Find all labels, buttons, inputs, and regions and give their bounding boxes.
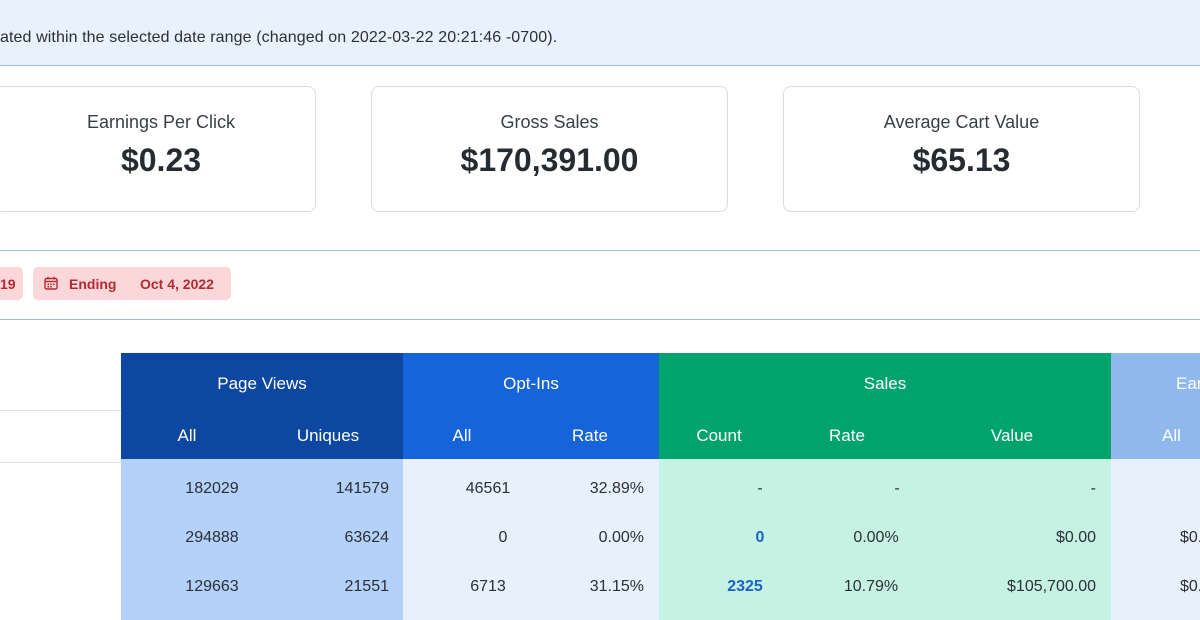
stat-value: $65.13 — [912, 142, 1011, 178]
subheader-earnings-all[interactable]: All — [1162, 426, 1181, 445]
table-cell: 21551 — [344, 578, 390, 595]
table-cell: $0.00 — [1055, 529, 1096, 546]
stat-value: $0.23 — [120, 142, 202, 178]
table-cell: $0. — [1180, 578, 1200, 595]
table-cell: 63624 — [344, 529, 390, 546]
earnings-body — [1111, 459, 1200, 620]
table-cell: - — [1090, 480, 1096, 497]
subheader-optins-all[interactable]: All — [452, 426, 472, 445]
subheader-sales-count[interactable]: Count — [696, 426, 742, 445]
table-cell: 129663 — [185, 578, 239, 595]
start-date-fragment: 19 — [0, 276, 16, 292]
group-header-optins: Opt-Ins — [503, 374, 559, 393]
subheader-pv-all[interactable]: All — [177, 426, 197, 445]
subheader-optins-rate[interactable]: Rate — [572, 426, 608, 445]
page-views-header — [121, 353, 403, 459]
page-views-body — [121, 459, 403, 620]
end-date-label: Ending — [69, 276, 117, 292]
row-divider — [0, 410, 121, 411]
start-date-chip[interactable]: 19 — [0, 267, 23, 300]
notice-banner: ated within the selected date range (cha… — [0, 0, 1200, 66]
end-date-value: Oct 4, 2022 — [140, 276, 214, 292]
stat-value: $170,391.00 — [460, 142, 639, 178]
table-cell: 46561 — [465, 480, 511, 497]
stat-label: Average Cart Value — [883, 112, 1040, 132]
table-cell: 141579 — [335, 480, 389, 497]
table-cell: 182029 — [185, 480, 239, 497]
stat-label: Gross Sales — [500, 112, 599, 132]
stat-card-average-cart-value: Average Cart Value $65.13 — [783, 86, 1140, 212]
optins-body — [403, 459, 659, 620]
table-cell: 0.00% — [598, 529, 644, 546]
group-header-sales: Sales — [863, 374, 907, 393]
table-cell: 0 — [498, 529, 508, 546]
stat-card-earnings-per-click: Earnings Per Click $0.23 — [0, 86, 316, 212]
divider — [0, 319, 1200, 320]
table-cell: - — [894, 480, 900, 497]
table-cell: $0. — [1180, 529, 1200, 546]
row-divider — [0, 462, 121, 463]
stat-label: Earnings Per Click — [86, 112, 236, 132]
earnings-header — [1111, 353, 1200, 459]
optins-header — [403, 353, 659, 459]
table-cell: 32.89% — [589, 480, 644, 497]
table-cell: 294888 — [185, 529, 239, 546]
table-cell: 31.15% — [589, 578, 644, 595]
notice-text: ated within the selected date range (cha… — [0, 29, 558, 46]
group-header-page-views: Page Views — [217, 374, 307, 393]
sales-header — [659, 353, 1111, 459]
sales-count-link[interactable]: 0 — [755, 529, 765, 546]
subheader-sales-value[interactable]: Value — [990, 426, 1034, 445]
stat-card-gross-sales: Gross Sales $170,391.00 — [371, 86, 728, 212]
subheader-sales-rate[interactable]: Rate — [829, 426, 865, 445]
sales-count-link[interactable]: 2325 — [727, 578, 763, 595]
end-date-chip[interactable]: Ending Oct 4, 2022 — [33, 267, 231, 300]
sales-body — [659, 459, 1111, 620]
table-cell: $105,700.00 — [1007, 578, 1096, 595]
divider — [0, 250, 1200, 251]
table-cell: 0.00% — [853, 529, 899, 546]
subheader-pv-uniques[interactable]: Uniques — [296, 426, 360, 445]
group-header-earnings: Ear — [1176, 374, 1200, 393]
table-cell: 10.79% — [843, 578, 899, 595]
table-cell: - — [757, 480, 763, 497]
table-cell: 6713 — [470, 578, 506, 595]
calendar-icon — [44, 276, 58, 290]
